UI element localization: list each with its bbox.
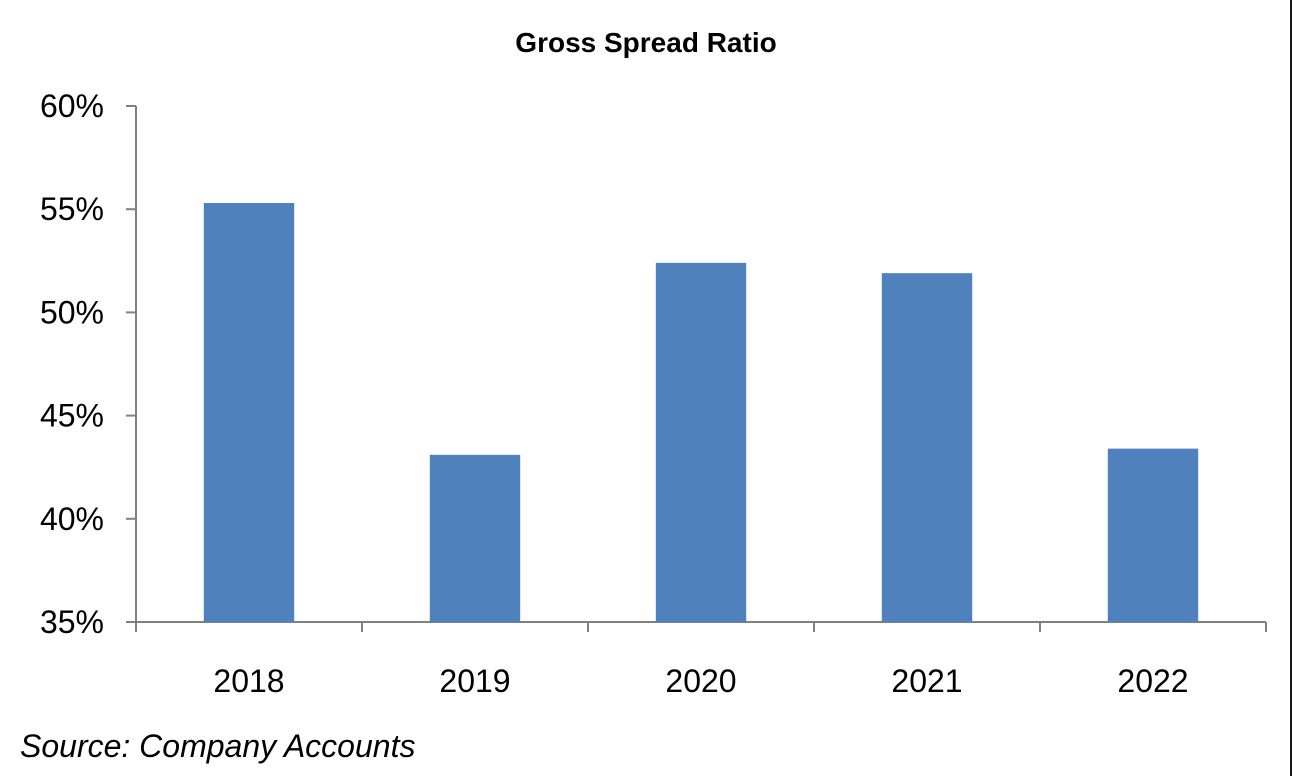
x-tick-label: 2021 [891,663,962,699]
x-tick-label: 2019 [439,663,510,699]
y-tick-label: 60% [40,88,104,124]
bar-2021 [881,273,973,622]
y-tick-label: 35% [40,604,104,640]
x-tick-label: 2020 [665,663,736,699]
bar-2019 [429,454,521,622]
chart-title: Gross Spread Ratio [515,27,776,58]
bar-series [203,203,1199,622]
bar-2022 [1107,448,1199,622]
y-axis: 35% 40% 45% 50% 55% 60% [40,88,137,640]
x-tick-label: 2018 [213,663,284,699]
y-tick-label: 40% [40,501,104,537]
x-axis: 2018 2019 2020 2021 2022 [135,621,1267,699]
y-tick-label: 55% [40,191,104,227]
y-tick-label: 45% [40,398,104,434]
y-tick-label: 50% [40,294,104,330]
bar-2020 [655,262,747,622]
source-note: Source: Company Accounts [20,728,416,764]
bar-2018 [203,203,295,622]
x-tick-label: 2022 [1117,663,1188,699]
